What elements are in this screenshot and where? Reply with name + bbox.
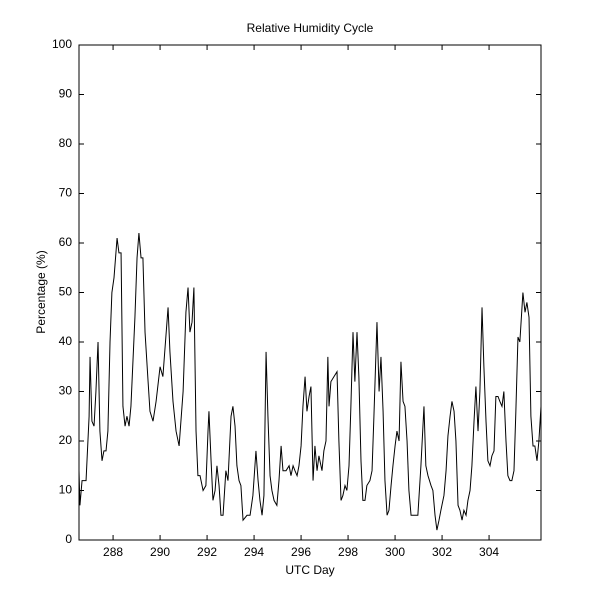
y-tick-label: 60: [59, 235, 73, 249]
y-tick-label: 40: [59, 334, 73, 348]
x-tick-label: 298: [338, 545, 358, 559]
y-tick-label: 50: [59, 285, 73, 299]
y-tick-label: 100: [52, 37, 72, 51]
x-axis-label: UTC Day: [285, 563, 334, 577]
y-tick-label: 20: [59, 433, 73, 447]
x-tick-label: 304: [479, 545, 499, 559]
x-tick-label: 288: [103, 545, 123, 559]
y-tick-label: 80: [59, 136, 73, 150]
data-line: [78, 233, 542, 531]
x-tick-label: 296: [291, 545, 311, 559]
x-tick-label: 300: [385, 545, 405, 559]
x-tick-label: 292: [197, 545, 217, 559]
y-tick-label: 30: [59, 384, 73, 398]
chart-title: Relative Humidity Cycle: [247, 21, 374, 35]
x-tick-label: 294: [244, 545, 264, 559]
y-tick-label: 10: [59, 483, 73, 497]
y-tick-label: 70: [59, 186, 73, 200]
x-tick-label: 290: [150, 545, 170, 559]
y-axis-label: Percentage (%): [34, 250, 48, 333]
y-tick-label: 90: [59, 87, 73, 101]
y-tick-label: 0: [65, 532, 72, 546]
x-tick-label: 302: [432, 545, 452, 559]
